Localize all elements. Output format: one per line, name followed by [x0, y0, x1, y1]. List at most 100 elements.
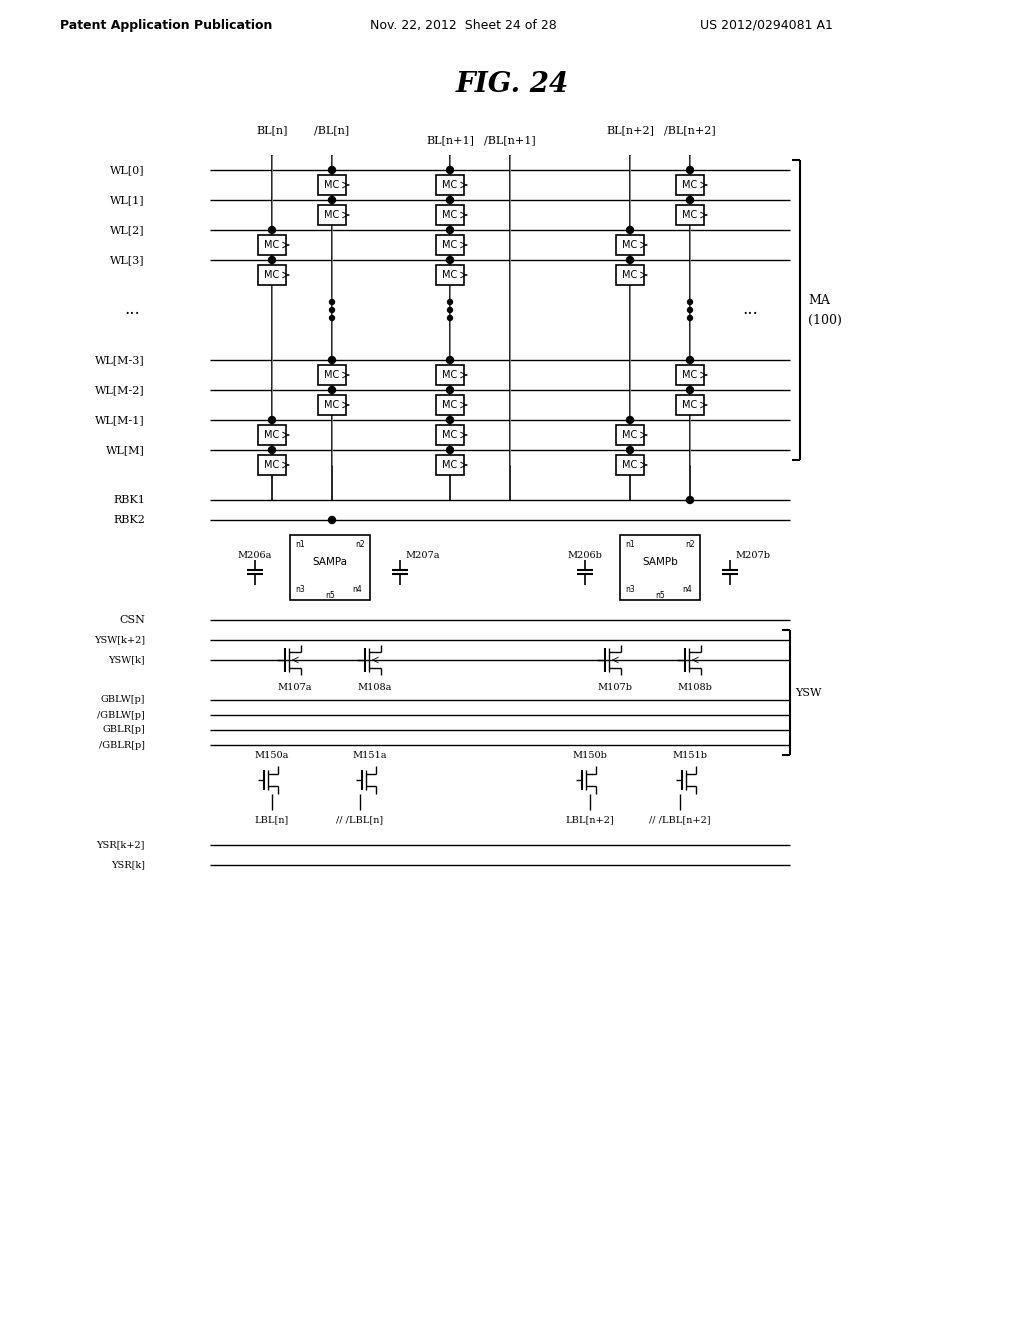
Text: MC: MC — [325, 180, 340, 190]
Circle shape — [268, 417, 275, 424]
Bar — [676, 366, 705, 385]
Circle shape — [446, 197, 454, 203]
Text: n3: n3 — [625, 585, 635, 594]
Text: n2: n2 — [355, 540, 365, 549]
Text: M107b: M107b — [597, 684, 633, 693]
Bar — [318, 176, 346, 195]
Text: MC: MC — [442, 430, 458, 440]
Text: n1: n1 — [295, 540, 304, 549]
Text: MC: MC — [623, 430, 638, 440]
Text: RBK2: RBK2 — [113, 515, 145, 525]
Circle shape — [686, 387, 693, 393]
Text: M206a: M206a — [238, 550, 272, 560]
Text: US 2012/0294081 A1: US 2012/0294081 A1 — [700, 18, 833, 32]
Text: MC: MC — [682, 180, 697, 190]
Bar — [318, 366, 346, 385]
Bar — [258, 265, 286, 285]
Bar — [616, 265, 644, 285]
Text: SAMPa: SAMPa — [312, 557, 347, 568]
Bar — [436, 395, 464, 414]
Circle shape — [627, 227, 634, 234]
Circle shape — [627, 256, 634, 264]
Circle shape — [446, 227, 454, 234]
Text: (100): (100) — [808, 314, 842, 326]
Text: // /LBL[n]: // /LBL[n] — [337, 816, 384, 825]
Text: MC: MC — [325, 210, 340, 220]
Text: n1: n1 — [625, 540, 635, 549]
Bar — [436, 235, 464, 255]
Text: /GBLR[p]: /GBLR[p] — [99, 741, 145, 750]
Text: MC: MC — [623, 459, 638, 470]
Text: MC: MC — [442, 370, 458, 380]
Circle shape — [446, 417, 454, 424]
Text: MC: MC — [682, 370, 697, 380]
Text: M151a: M151a — [352, 751, 387, 759]
Bar — [258, 455, 286, 475]
Bar — [258, 425, 286, 445]
Text: n5: n5 — [655, 591, 665, 601]
Text: MC: MC — [442, 240, 458, 249]
Text: MC: MC — [623, 240, 638, 249]
Circle shape — [329, 387, 336, 393]
Text: n2: n2 — [685, 540, 695, 549]
Text: MC: MC — [442, 400, 458, 411]
Circle shape — [446, 446, 454, 454]
Text: MC: MC — [264, 430, 280, 440]
Circle shape — [446, 387, 454, 393]
Text: LBL[n+2]: LBL[n+2] — [565, 816, 614, 825]
Text: M108a: M108a — [357, 684, 392, 693]
Circle shape — [446, 166, 454, 173]
Text: WL[M-1]: WL[M-1] — [95, 414, 145, 425]
Bar — [436, 455, 464, 475]
Text: MC: MC — [264, 459, 280, 470]
Text: WL[2]: WL[2] — [111, 224, 145, 235]
Bar — [436, 205, 464, 224]
Text: YSR[k+2]: YSR[k+2] — [96, 841, 145, 850]
Circle shape — [447, 300, 453, 305]
Bar — [676, 205, 705, 224]
Bar — [436, 176, 464, 195]
Text: M207a: M207a — [406, 550, 439, 560]
Bar — [676, 176, 705, 195]
Text: n3: n3 — [295, 585, 305, 594]
Text: /BL[n+1]: /BL[n+1] — [484, 135, 536, 145]
Circle shape — [330, 300, 335, 305]
Text: LBL[n]: LBL[n] — [255, 816, 289, 825]
Text: MC: MC — [264, 271, 280, 280]
Text: MC: MC — [682, 400, 697, 411]
Bar — [616, 425, 644, 445]
Text: SAMPb: SAMPb — [642, 557, 678, 568]
Text: YSW[k+2]: YSW[k+2] — [94, 635, 145, 644]
Text: YSR[k]: YSR[k] — [111, 861, 145, 870]
Text: GBLR[p]: GBLR[p] — [102, 726, 145, 734]
Circle shape — [446, 356, 454, 363]
Text: Patent Application Publication: Patent Application Publication — [60, 18, 272, 32]
Text: WL[0]: WL[0] — [111, 165, 145, 176]
Text: M206b: M206b — [567, 550, 602, 560]
Bar — [258, 235, 286, 255]
Circle shape — [627, 446, 634, 454]
Text: MC: MC — [325, 400, 340, 411]
Text: MC: MC — [442, 210, 458, 220]
Circle shape — [330, 315, 335, 321]
Bar — [318, 395, 346, 414]
Bar — [620, 535, 700, 599]
Text: // /LBL[n+2]: // /LBL[n+2] — [649, 816, 711, 825]
Text: CSN: CSN — [119, 615, 145, 624]
Text: GBLW[p]: GBLW[p] — [100, 696, 145, 705]
Bar — [676, 395, 705, 414]
Circle shape — [686, 166, 693, 173]
Bar — [616, 455, 644, 475]
Text: MC: MC — [264, 240, 280, 249]
Text: MC: MC — [442, 180, 458, 190]
Bar — [436, 425, 464, 445]
Circle shape — [686, 356, 693, 363]
Text: WL[M]: WL[M] — [106, 445, 145, 455]
Text: ...: ... — [124, 301, 140, 318]
Circle shape — [268, 446, 275, 454]
Text: BL[n+2]: BL[n+2] — [606, 125, 654, 135]
Text: YSW: YSW — [795, 688, 821, 697]
Text: M207b: M207b — [735, 550, 770, 560]
Circle shape — [687, 300, 692, 305]
Text: n5: n5 — [326, 591, 335, 601]
